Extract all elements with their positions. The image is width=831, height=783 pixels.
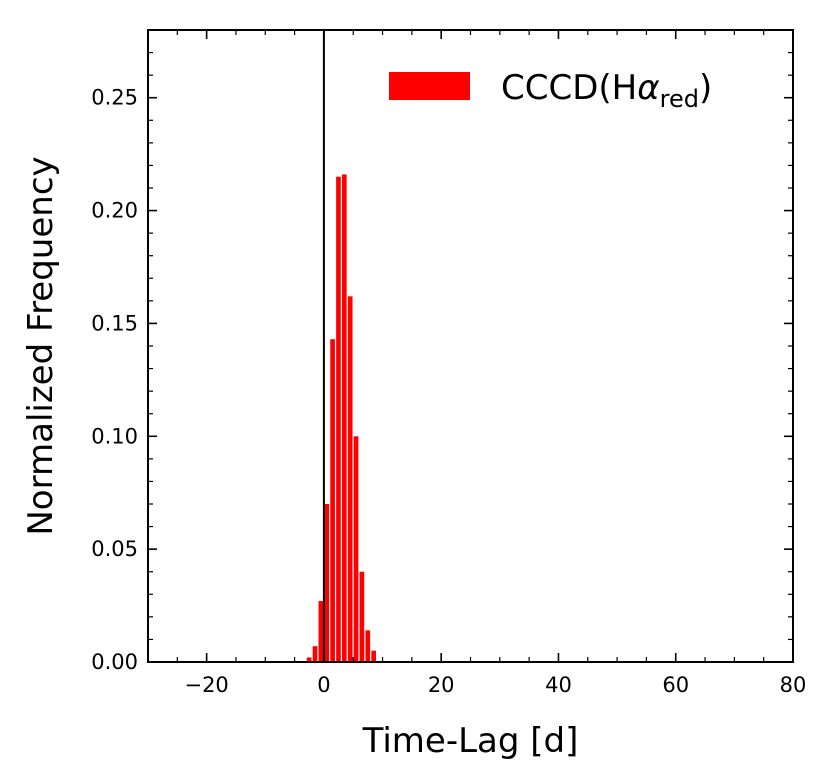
legend-swatch <box>389 72 470 100</box>
legend-entry-label: CCCD(Hαred) <box>501 68 712 113</box>
legend-label-prefix: CCCD(H <box>501 68 637 108</box>
y-tick-label: 0.15 <box>91 311 138 335</box>
histogram-bar <box>306 657 312 662</box>
plot-frame <box>147 29 794 663</box>
x-tick-label: −20 <box>184 673 228 697</box>
x-tick-label: 20 <box>428 673 455 697</box>
histogram-bars <box>306 174 376 662</box>
legend-label-symbol: α <box>637 68 659 108</box>
x-tick-label: 80 <box>780 673 807 697</box>
histogram-bar <box>330 339 335 662</box>
axis-tick-labels: −20 0 20 40 60 80 0.00 0.05 0.10 0.15 0.20 0.25 <box>91 86 806 697</box>
y-tick-label: 0.20 <box>91 199 138 223</box>
histogram-bar <box>347 296 353 662</box>
axis-ticks <box>147 29 794 663</box>
histogram-bar <box>342 174 347 662</box>
y-tick-label: 0.10 <box>91 424 138 448</box>
histogram-bar <box>312 646 318 662</box>
histogram-bar <box>324 504 330 662</box>
histogram-bar <box>359 571 365 662</box>
y-tick-label: 0.05 <box>91 537 138 561</box>
histogram-bar <box>371 650 376 662</box>
histogram-bar <box>365 630 371 662</box>
x-tick-label: 40 <box>545 673 572 697</box>
y-tick-label: 0.00 <box>91 650 138 674</box>
x-tick-label: 60 <box>662 673 689 697</box>
y-axis-label: Normalized Frequency <box>21 156 61 535</box>
histogram-bar <box>336 176 341 662</box>
legend: CCCD(Hαred) <box>389 68 712 113</box>
x-axis-label: Time-Lag [d] <box>362 721 579 761</box>
histogram-bar <box>318 601 324 662</box>
legend-label-suffix: ) <box>699 68 712 108</box>
legend-label-subscript: red <box>660 85 699 113</box>
y-tick-label: 0.25 <box>91 86 138 110</box>
x-tick-label: 0 <box>317 673 330 697</box>
histogram-bar <box>353 436 359 662</box>
